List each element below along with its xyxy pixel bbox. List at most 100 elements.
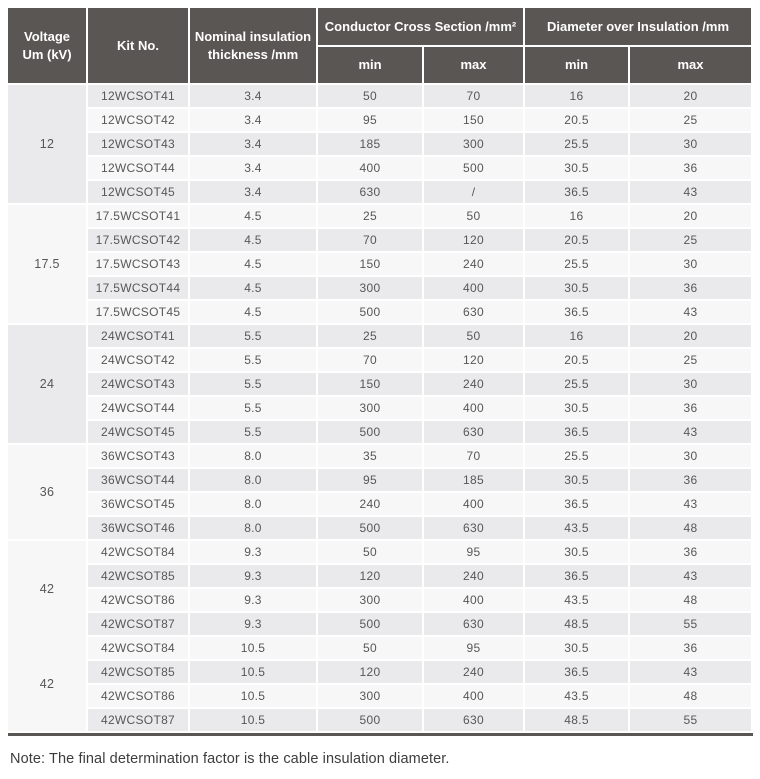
- kit-no-cell: 17.5WCSOT44: [88, 277, 190, 301]
- diameter-min-cell: 36.5: [525, 181, 631, 205]
- voltage-group-cell: 12: [8, 85, 88, 205]
- kit-no-cell: 17.5WCSOT45: [88, 301, 190, 325]
- conductor-max-cell: 95: [424, 637, 526, 661]
- diameter-min-cell: 48.5: [525, 613, 631, 637]
- table-row: 17.5WCSOT44 4.5 300 400 30.5 36: [8, 277, 754, 301]
- table-row: 17.5WCSOT45 4.5 500 630 36.5 43: [8, 301, 754, 325]
- conductor-min-cell: 50: [318, 85, 424, 109]
- diameter-min-cell: 48.5: [525, 709, 631, 733]
- diameter-max-cell: 36: [630, 541, 754, 565]
- table-row: 42WCSOT87 10.5 500 630 48.5 55: [8, 709, 754, 733]
- diameter-min-cell: 30.5: [525, 397, 631, 421]
- conductor-max-cell: 630: [424, 421, 526, 445]
- diameter-max-cell: 25: [630, 349, 754, 373]
- diameter-max-cell: 36: [630, 397, 754, 421]
- diameter-max-cell: 43: [630, 565, 754, 589]
- conductor-min-cell: 120: [318, 565, 424, 589]
- diameter-max-cell: 48: [630, 589, 754, 613]
- kit-no-cell: 36WCSOT44: [88, 469, 190, 493]
- thickness-cell: 4.5: [190, 277, 318, 301]
- kit-no-cell: 24WCSOT44: [88, 397, 190, 421]
- conductor-max-cell: 630: [424, 517, 526, 541]
- kit-no-cell: 42WCSOT84: [88, 541, 190, 565]
- conductor-max-cell: 120: [424, 229, 526, 253]
- conductor-max-cell: /: [424, 181, 526, 205]
- footnote: Note: The final determination factor is …: [10, 751, 450, 767]
- diameter-max-cell: 48: [630, 685, 754, 709]
- header-diameter-max: max: [630, 47, 754, 85]
- conductor-max-cell: 95: [424, 541, 526, 565]
- conductor-max-cell: 300: [424, 133, 526, 157]
- thickness-cell: 5.5: [190, 397, 318, 421]
- kit-no-cell: 42WCSOT86: [88, 589, 190, 613]
- diameter-min-cell: 30.5: [525, 277, 631, 301]
- conductor-min-cell: 50: [318, 637, 424, 661]
- header-voltage: Voltage Um (kV): [8, 8, 88, 85]
- conductor-max-cell: 240: [424, 373, 526, 397]
- thickness-cell: 3.4: [190, 133, 318, 157]
- kit-no-cell: 36WCSOT46: [88, 517, 190, 541]
- table-row: 17.5 17.5WCSOT41 4.5 25 50 16 20: [8, 205, 754, 325]
- conductor-max-cell: 400: [424, 685, 526, 709]
- diameter-min-cell: 43.5: [525, 517, 631, 541]
- kit-no-cell: 12WCSOT41: [88, 85, 190, 109]
- diameter-min-cell: 20.5: [525, 229, 631, 253]
- conductor-max-cell: 400: [424, 397, 526, 421]
- diameter-max-cell: 36: [630, 277, 754, 301]
- kit-no-cell: 12WCSOT44: [88, 157, 190, 181]
- table-row: 36WCSOT45 8.0 240 400 36.5 43: [8, 493, 754, 517]
- conductor-min-cell: 300: [318, 685, 424, 709]
- diameter-min-cell: 16: [525, 205, 631, 229]
- thickness-cell: 4.5: [190, 301, 318, 325]
- conductor-max-cell: 630: [424, 613, 526, 637]
- diameter-min-cell: 36.5: [525, 493, 631, 517]
- conductor-min-cell: 185: [318, 133, 424, 157]
- table-row: 12WCSOT43 3.4 185 300 25.5 30: [8, 133, 754, 157]
- header-diameter-min: min: [525, 47, 631, 85]
- thickness-cell: 5.5: [190, 373, 318, 397]
- kit-no-cell: 42WCSOT85: [88, 661, 190, 685]
- cable-kit-spec-table: Voltage Um (kV) Kit No. Nominal insulati…: [8, 8, 754, 736]
- diameter-max-cell: 43: [630, 661, 754, 685]
- conductor-max-cell: 400: [424, 277, 526, 301]
- diameter-min-cell: 16: [525, 325, 631, 349]
- kit-no-cell: 17.5WCSOT41: [88, 205, 190, 229]
- thickness-cell: 5.5: [190, 421, 318, 445]
- conductor-min-cell: 120: [318, 661, 424, 685]
- kit-no-cell: 12WCSOT43: [88, 133, 190, 157]
- thickness-cell: 8.0: [190, 517, 318, 541]
- diameter-max-cell: 30: [630, 445, 754, 469]
- thickness-cell: 10.5: [190, 637, 318, 661]
- table-row: 42WCSOT85 9.3 120 240 36.5 43: [8, 565, 754, 589]
- thickness-cell: 4.5: [190, 253, 318, 277]
- thickness-cell: 9.3: [190, 613, 318, 637]
- diameter-max-cell: 55: [630, 709, 754, 733]
- diameter-max-cell: 43: [630, 181, 754, 205]
- table-row: 24WCSOT44 5.5 300 400 30.5 36: [8, 397, 754, 421]
- table-row: 36WCSOT44 8.0 95 185 30.5 36: [8, 469, 754, 493]
- table-row: 12 12WCSOT41 3.4 50 70 16 20: [8, 85, 754, 205]
- diameter-min-cell: 16: [525, 85, 631, 109]
- conductor-max-cell: 150: [424, 109, 526, 133]
- kit-no-cell: 24WCSOT45: [88, 421, 190, 445]
- thickness-cell: 9.3: [190, 565, 318, 589]
- diameter-max-cell: 20: [630, 205, 754, 229]
- table-row: 24WCSOT43 5.5 150 240 25.5 30: [8, 373, 754, 397]
- conductor-min-cell: 25: [318, 325, 424, 349]
- conductor-min-cell: 240: [318, 493, 424, 517]
- table-row: 42WCSOT85 10.5 120 240 36.5 43: [8, 661, 754, 685]
- table-row: 12WCSOT42 3.4 95 150 20.5 25: [8, 109, 754, 133]
- kit-no-cell: 24WCSOT42: [88, 349, 190, 373]
- conductor-max-cell: 70: [424, 85, 526, 109]
- voltage-group-cell: 17.5: [8, 205, 88, 325]
- table-row: 36 36WCSOT43 8.0 35 70 25.5 30: [8, 445, 754, 541]
- diameter-min-cell: 25.5: [525, 373, 631, 397]
- header-diameter-over-insulation: Diameter over Insulation /mm: [525, 8, 754, 47]
- conductor-max-cell: 240: [424, 565, 526, 589]
- thickness-cell: 5.5: [190, 325, 318, 349]
- conductor-min-cell: 70: [318, 229, 424, 253]
- kit-no-cell: 17.5WCSOT42: [88, 229, 190, 253]
- thickness-cell: 10.5: [190, 661, 318, 685]
- voltage-value: 36: [39, 485, 55, 499]
